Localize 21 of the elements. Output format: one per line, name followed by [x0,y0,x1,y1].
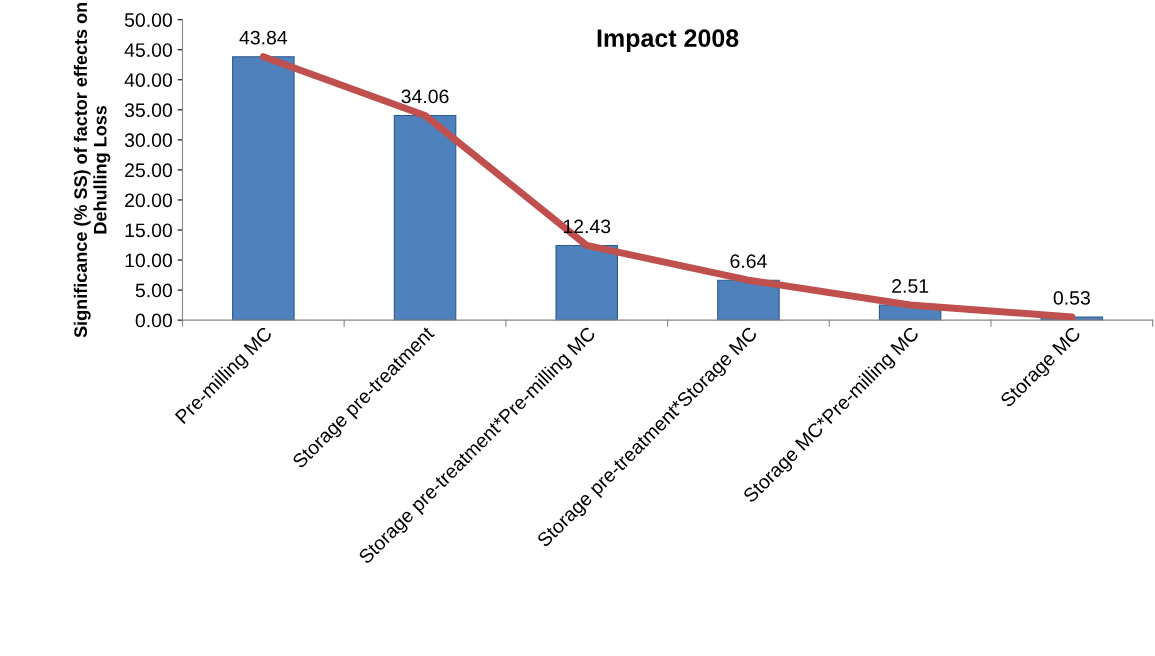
y-tick-label: 15.00 [125,223,173,238]
y-tick-label: 25.00 [125,163,173,178]
data-label: 2.51 [892,279,929,293]
bar [555,244,619,321]
y-tick-label: 35.00 [124,103,173,118]
bar [393,114,457,321]
data-label: 0.53 [1053,291,1090,305]
y-tick-label: 45.00 [124,43,173,57]
bar [232,56,295,321]
y-tick-label: 0.00 [135,313,173,328]
y-tick-label: 5.00 [135,283,173,298]
data-label: 34.06 [401,89,449,104]
y-tick-label: 50.00 [124,13,173,27]
y-tick-label: 30.00 [124,133,173,148]
y-axis-title: Significance (% SS) of factor effects on Dehulling Loss [73,2,111,338]
y-tick-label: 20.00 [125,193,173,208]
data-label: 6.64 [730,254,767,269]
chart-title: Impact 2008 [597,29,739,52]
data-label: 43.84 [239,30,288,45]
y-tick-label: 10.00 [125,253,173,268]
y-tick-label: 40.00 [124,73,173,88]
